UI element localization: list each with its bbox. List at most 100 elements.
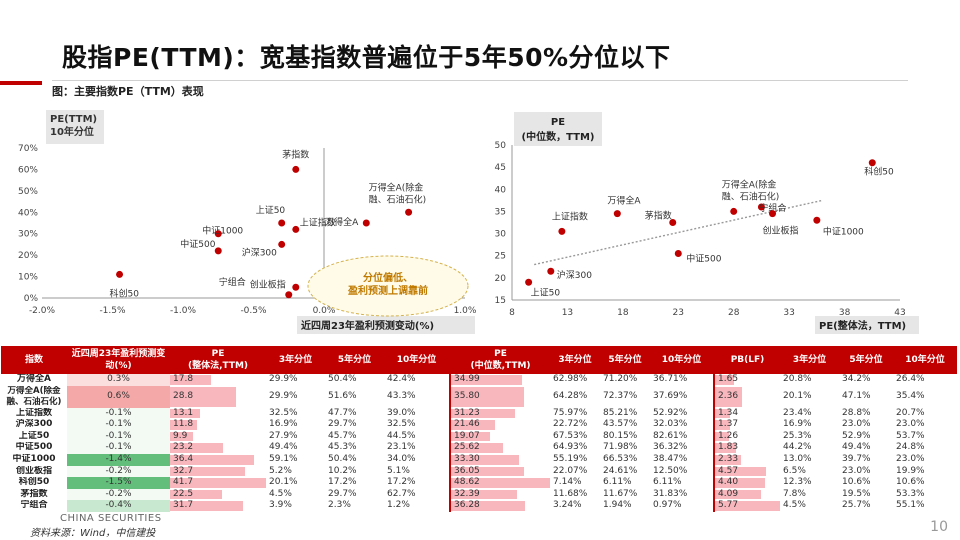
data-bar [452,454,519,465]
data-bar [716,420,731,430]
annotation-ellipse [307,255,469,317]
y-axis-label: PE [551,117,565,128]
table-cell: 53.3% [896,488,925,499]
point-label: 中证500 [180,238,215,250]
data-bar [170,501,243,511]
table-cell: 23.4% [783,407,812,418]
table-cell: 22.07% [553,465,588,476]
x-tick-label: 8 [509,308,515,318]
data-bar [452,489,517,500]
index-valuation-table: 指数 近四周23年盈利预测变动(%) PE (整体法,TTM) 3年分位 5年分位 10年分… [1,346,957,512]
figure-caption: 图：主要指数PE（TTM）表现 [52,85,204,98]
data-bar [170,466,246,477]
table-cell-value: 17.8 [173,374,194,384]
table-cell: 6.11% [603,477,632,488]
table-cell: 39.7% [842,453,871,464]
table-cell: 25.7% [842,500,871,511]
table-cell: -0.1% [67,442,170,454]
data-bar [716,443,736,453]
data-bar [170,431,193,442]
table-cell: 71.20% [603,374,638,384]
table-header-cell: 5年分位 [325,346,384,374]
point-label: 万得全A(除金 [369,181,424,193]
table-cell: 49.4% [842,442,871,453]
data-bar [170,408,201,419]
table-cell-value: 13.1 [173,407,194,418]
table-cell: 32.5% [387,419,416,430]
y-tick-label: 20 [495,274,507,284]
accent-bar [0,81,42,85]
table-cell: 5.1% [387,465,410,476]
table-header-cell: 10年分位 [384,346,450,374]
table-cell: 29.7% [328,419,357,430]
table-cell: 47.7% [328,407,357,418]
brand-logo-text: CHINA SECURITIES [60,513,162,524]
table-cell: 80.15% [603,430,638,441]
table-header-cell: 指数 [1,346,67,374]
point-label: 沪深300 [242,246,277,258]
point-label: 万得全A [325,216,359,228]
x-tick-label: 43 [894,308,905,318]
data-point [669,219,677,226]
table-cell: 1.94% [603,500,632,511]
table-cell-value: 5.77 [718,500,739,511]
table-cell: 13.1 [170,408,266,420]
data-bar [452,501,525,511]
table-row: 创业板指 -0.2% 32.7 5.2% 10.2% 5.1% 36.05 22.07% 24.… [1,465,957,478]
table-cell-value: 2.36 [718,390,739,401]
table-row: 上证指数 -0.1% 13.1 32.5% 47.7% 39.0% 31.23 75.97% 8… [1,407,957,420]
data-bar [716,386,742,407]
table-cell: 31.23 [449,407,550,420]
table-cell: 23.0% [896,453,925,464]
point-label: 茅指数 [282,148,309,160]
table-cell: 17.2% [387,477,416,488]
table-cell: 6.11% [653,477,682,488]
data-point [292,225,300,233]
table-cell: 9.9 [170,431,266,443]
table-cell: -0.1% [67,430,170,443]
table-cell: 4.5% [269,488,292,499]
table-cell: 45.7% [328,430,357,441]
page-title: 股指PE(TTM)：宽基指数普遍位于5年50%分位以下 [62,43,671,72]
index-name-cell: 茅指数 [20,488,48,499]
data-point [769,210,777,218]
data-bar [452,478,550,488]
table-header-cell: 近四周23年盈利预测变动(%) [67,346,170,374]
table-header-cell: 3年分位 [780,346,839,374]
x-tick-label: -0.5% [240,306,267,316]
table-cell: 13.0% [783,453,812,464]
table-cell: 23.0% [842,419,871,430]
table-cell-value: 32.39 [454,488,480,499]
table-cell: 22.5 [170,489,266,501]
table-cell: 34.2% [842,374,871,384]
table-cell: 1.34 [713,407,780,420]
table-cell: 10.6% [896,477,925,488]
x-tick-label: 28 [728,308,740,318]
table-cell: -0.2% [67,465,170,478]
y-tick-label: 10% [18,273,38,283]
table-cell: 10.6% [842,477,871,488]
data-point [813,216,821,224]
table-cell: 45.3% [328,442,357,453]
table-header-cell: PB(LF) [713,346,780,374]
table-cell: 47.1% [842,390,871,401]
data-bar [716,501,780,511]
table-cell: 12.3% [783,477,812,488]
data-bar [452,375,523,385]
table-cell: 5.2% [269,465,292,476]
point-label: 创业板指 [250,278,286,290]
table-cell: 27.9% [269,430,298,441]
table-cell: 55.19% [553,453,588,464]
table-cell: 72.37% [603,390,638,401]
point-label: 茅指数 [645,210,672,222]
table-cell: 53.7% [896,430,925,441]
table-header-cell: 10年分位 [650,346,714,374]
point-label: 创业板指 [763,225,799,237]
table-cell: 85.21% [603,407,638,418]
y-tick-label: 0% [24,294,39,304]
table-cell-value: 4.40 [718,477,739,488]
table-cell: 51.6% [328,390,357,401]
table-cell: 52.92% [653,407,688,418]
table-cell-value: 31.7 [173,500,194,511]
y-axis-label-box [46,110,104,144]
